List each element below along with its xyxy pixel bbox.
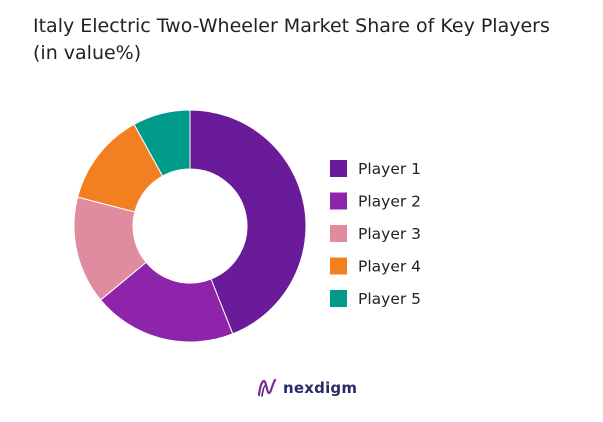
legend-label-4: Player 4 [358,258,421,276]
legend-swatch-1 [330,160,347,177]
brand-logo: nexdigm [256,377,357,399]
donut-slice-2 [99,261,234,343]
donut-slices [73,109,307,343]
legend-label-3: Player 3 [358,225,421,243]
chart-title-line-2: (in value%) [33,42,142,64]
legend-swatch-5 [330,290,347,307]
chart-title: Italy Electric Two-Wheeler Market Share … [33,13,593,67]
donut-slice-1 [189,109,307,335]
legend-label-5: Player 5 [358,290,421,308]
donut-slice-5 [133,109,191,177]
legend-swatch-4 [330,257,347,275]
legend-label-2: Player 2 [358,193,421,211]
chart-legend: Player 1 Player 2 Player 3 Player 4 Player 5 [330,160,421,308]
brand-name: nexdigm [283,379,358,397]
chart-title-line-1: Italy Electric Two-Wheeler Market Share … [33,15,550,37]
legend-swatch-2 [330,192,347,210]
nexdigm-logo-icon [257,378,277,397]
legend-label-1: Player 1 [358,160,421,178]
legend-swatch-3 [330,225,347,242]
